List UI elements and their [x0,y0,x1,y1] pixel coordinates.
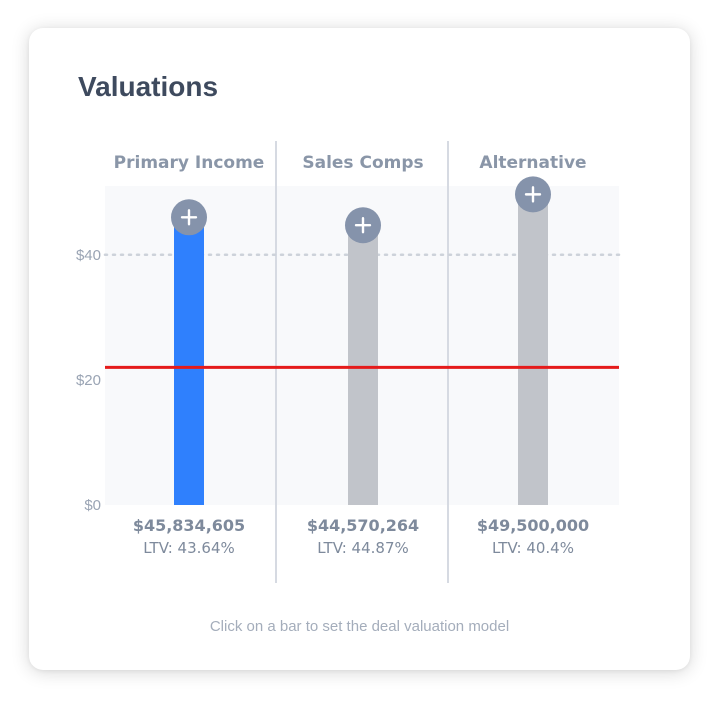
valuations-card: Valuations Primary Income Sales Comps Alte… [29,28,690,670]
plus-icon [524,186,542,203]
valuation-amount-label: $45,834,605 [133,516,245,535]
ltv-label: LTV: 40.4% [492,539,574,557]
plus-icon [354,217,372,234]
valuation-amount-label: $44,570,264 [307,516,419,535]
y-tick-label: $40 [76,247,101,264]
ltv-label: LTV: 44.87% [317,539,409,557]
plus-marker[interactable] [171,199,207,236]
valuation-bar[interactable] [518,195,548,505]
bar-group[interactable] [174,218,204,506]
footnote-hint: Click on a bar to set the deal valuation… [209,618,510,635]
ltv-label: LTV: 43.64% [143,539,235,557]
valuation-amount-label: $49,500,000 [477,516,589,535]
y-tick-label: $0 [84,497,101,514]
valuation-bar[interactable] [174,218,204,506]
y-tick-label: $20 [76,372,101,389]
plus-marker[interactable] [515,176,551,213]
bar-group[interactable] [348,226,378,506]
valuations-chart: Primary Income Sales Comps Alternative $0 $… [76,141,621,583]
card-title: Valuations [78,71,219,102]
column-header: Alternative [479,153,586,173]
column-header: Sales Comps [302,153,423,173]
plus-icon [180,209,198,226]
plus-marker[interactable] [345,207,381,244]
column-header: Primary Income [114,153,265,173]
valuation-bar[interactable] [348,226,378,506]
bar-group[interactable] [518,195,548,505]
